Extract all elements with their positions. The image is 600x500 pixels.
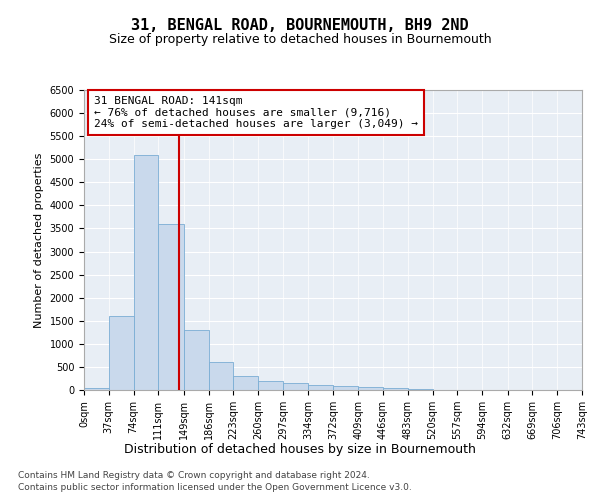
Text: Contains public sector information licensed under the Open Government Licence v3: Contains public sector information licen… [18,484,412,492]
Text: 31 BENGAL ROAD: 141sqm
← 76% of detached houses are smaller (9,716)
24% of semi-: 31 BENGAL ROAD: 141sqm ← 76% of detached… [94,96,418,129]
Bar [209,362,233,390]
Bar [109,316,134,390]
Bar [258,381,283,390]
Bar [134,154,158,390]
Text: Contains HM Land Registry data © Crown copyright and database right 2024.: Contains HM Land Registry data © Crown c… [18,471,370,480]
Text: 31, BENGAL ROAD, BOURNEMOUTH, BH9 2ND: 31, BENGAL ROAD, BOURNEMOUTH, BH9 2ND [131,18,469,32]
Bar [358,387,383,390]
Text: Size of property relative to detached houses in Bournemouth: Size of property relative to detached ho… [109,32,491,46]
Bar [283,383,308,390]
Text: Distribution of detached houses by size in Bournemouth: Distribution of detached houses by size … [124,442,476,456]
Bar [233,376,258,390]
Bar [383,388,408,390]
Bar [184,330,209,390]
Bar [308,386,334,390]
Bar [84,388,109,390]
Bar [334,386,358,390]
Y-axis label: Number of detached properties: Number of detached properties [34,152,44,328]
Bar [158,224,184,390]
Bar [408,388,433,390]
